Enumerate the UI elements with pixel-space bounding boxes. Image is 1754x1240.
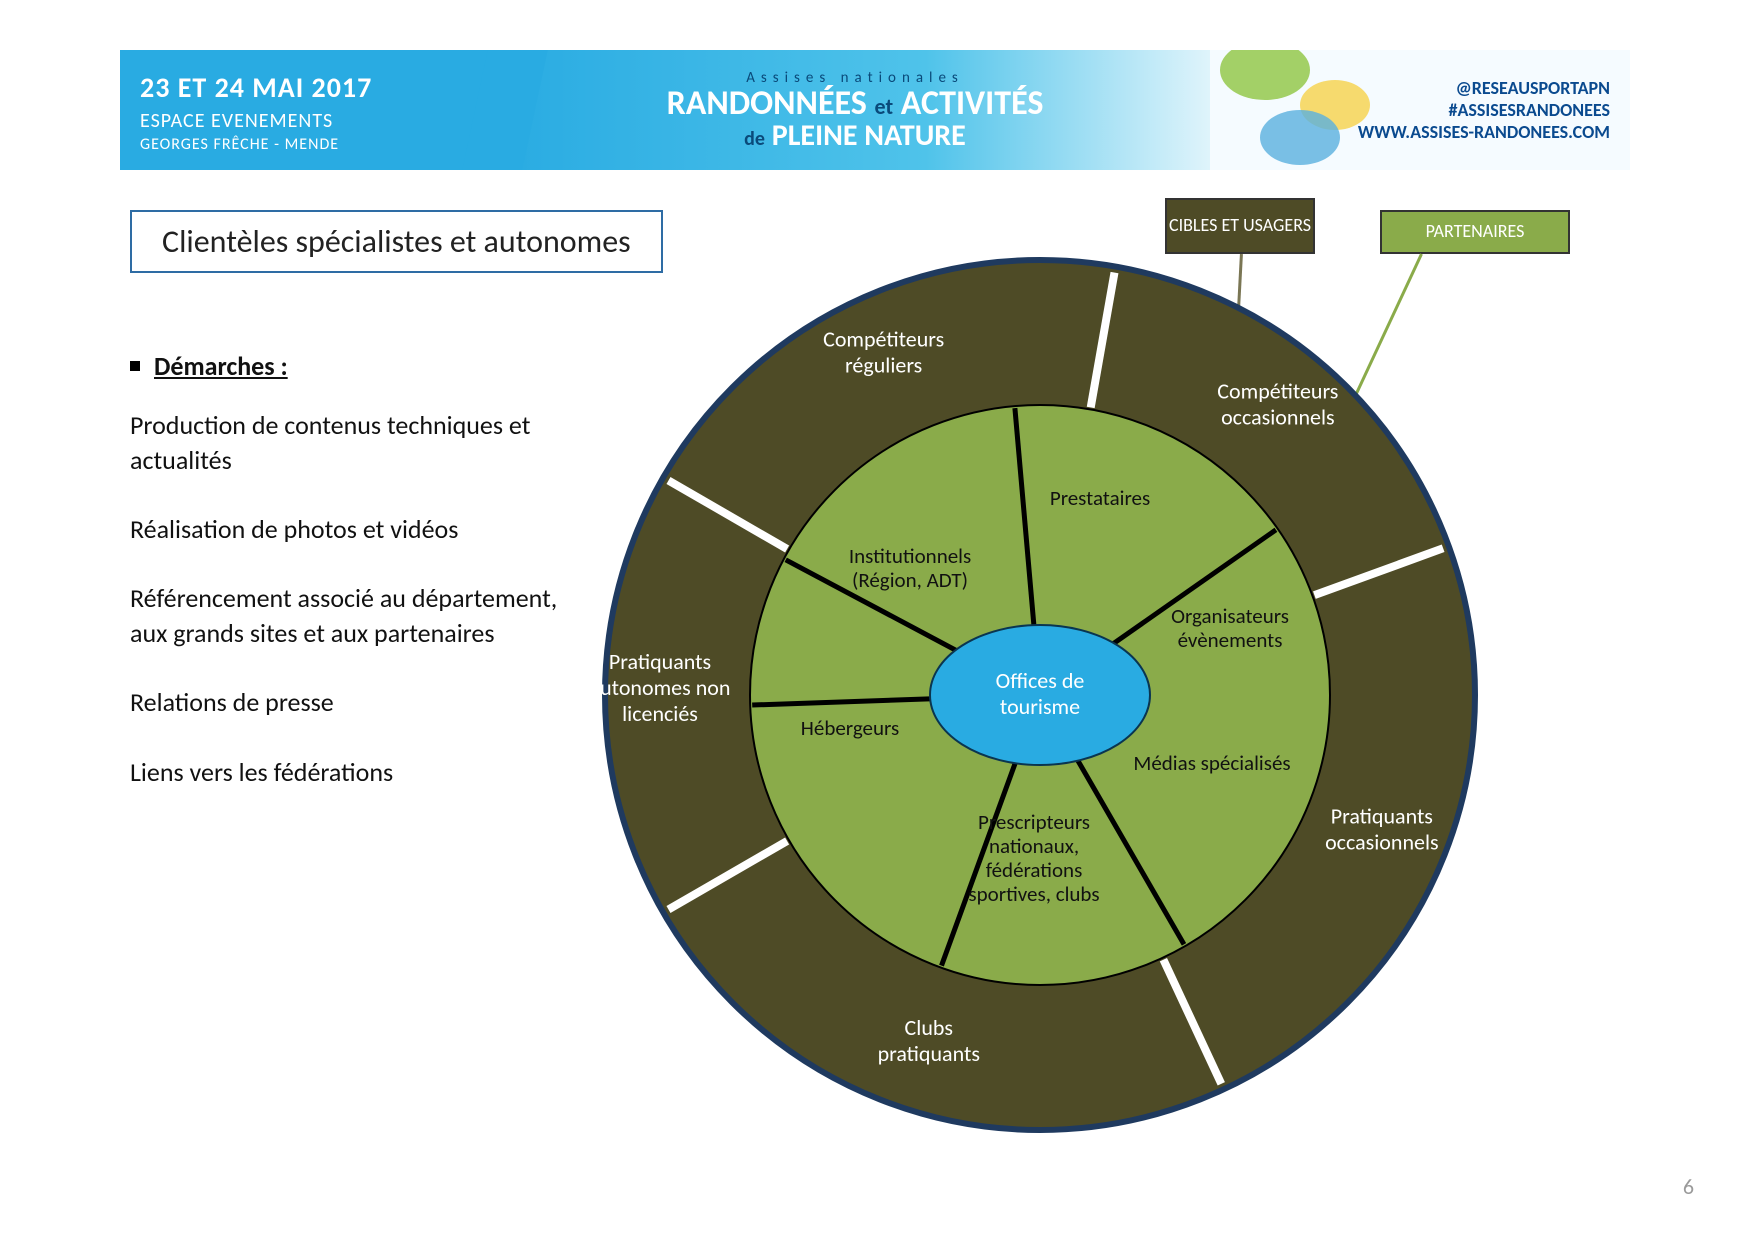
banner-date: 23 ET 24 MAI 2017 [140, 70, 482, 105]
outer-ring-label: Pratiquants [1331, 803, 1433, 830]
header-banner: 23 ET 24 MAI 2017 ESPACE EVENEMENTS GEOR… [120, 50, 1630, 170]
banner-venue: ESPACE EVENEMENTS [140, 109, 482, 133]
outer-ring-label: autonomes non [590, 674, 730, 701]
bullet-icon [130, 361, 140, 371]
concentric-diagram: Pratiquantsautonomes nonlicenciésCompéti… [590, 245, 1490, 1145]
outer-ring-label: Compétiteurs [823, 326, 944, 353]
slide-title: Clientèles spécialistes et autonomes [130, 210, 663, 273]
center-label: tourisme [1000, 693, 1080, 720]
banner-title-line1: RANDONNÉES et ACTIVITÉS [667, 87, 1044, 121]
left-heading-text: Démarches : [154, 350, 288, 382]
banner-venue-sub: GEORGES FRÊCHE - MENDE [140, 135, 482, 154]
left-heading: Démarches : [130, 350, 570, 382]
page-number: 6 [1683, 1173, 1694, 1200]
mid-ring-label: fédérations [986, 857, 1083, 883]
mid-ring-label: (Région, ADT) [852, 567, 968, 593]
banner-word: PLEINE NATURE [772, 117, 966, 154]
mid-ring-label: Prescripteurs [978, 809, 1090, 835]
outer-ring-label: Compétiteurs [1217, 378, 1338, 405]
mid-ring-label: Prestataires [1050, 485, 1150, 511]
decor-blob [1260, 110, 1340, 165]
left-item: Production de contenus techniques et act… [130, 408, 570, 478]
banner-word: de [744, 127, 765, 151]
banner-social: @RESEAUSPORTAPN [1456, 77, 1610, 99]
left-column: Démarches : Production de contenus techn… [130, 350, 570, 824]
mid-ring-label: évènements [1178, 627, 1283, 653]
banner-middle: Assises nationales RANDONNÉES et ACTIVIT… [500, 50, 1210, 170]
left-item: Relations de presse [130, 685, 570, 720]
outer-ring-label: Pratiquants [609, 648, 711, 675]
outer-ring-label: pratiquants [878, 1040, 980, 1067]
left-item: Liens vers les fédérations [130, 755, 570, 790]
banner-word: et [875, 93, 894, 120]
outer-ring-label: licenciés [622, 700, 698, 727]
center-label: Offices de [996, 667, 1085, 694]
outer-ring-label: occasionnels [1325, 829, 1439, 856]
banner-url: WWW.ASSISES-RANDONEES.COM [1358, 121, 1610, 143]
decor-blob [1220, 50, 1310, 100]
mid-ring-label: Organisateurs [1171, 603, 1289, 629]
left-item: Réalisation de photos et vidéos [130, 512, 570, 547]
mid-ring-label: Médias spécialisés [1133, 750, 1290, 776]
left-item: Référencement associé au département, au… [130, 581, 570, 651]
outer-ring-label: Clubs [905, 1014, 953, 1041]
mid-ring-label: sportives, clubs [968, 881, 1099, 907]
mid-ring-label: Institutionnels [849, 543, 971, 569]
mid-ring-label: Hébergeurs [801, 715, 899, 741]
banner-title-line2: de PLEINE NATURE [744, 121, 966, 151]
banner-hashtag: #ASSISESRANDONEES [1449, 99, 1610, 121]
outer-ring-label: occasionnels [1221, 404, 1335, 431]
banner-right: @RESEAUSPORTAPN #ASSISESRANDONEES WWW.AS… [1210, 50, 1630, 170]
mid-ring-label: nationaux, [989, 833, 1079, 859]
outer-ring-label: réguliers [845, 352, 922, 379]
banner-left: 23 ET 24 MAI 2017 ESPACE EVENEMENTS GEOR… [120, 50, 500, 170]
